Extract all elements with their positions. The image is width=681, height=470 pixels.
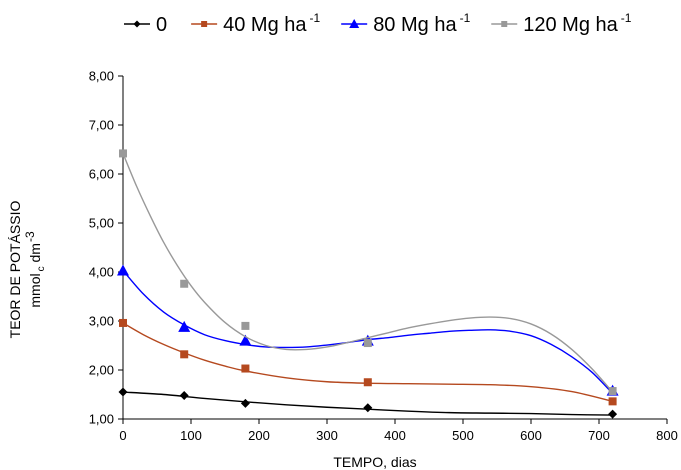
series-0-data-point — [240, 398, 250, 408]
y-tick-label: 1,00 — [89, 412, 114, 427]
series-3-data-point — [363, 339, 372, 348]
series-1-data-point — [363, 378, 372, 387]
y-tick-label: 6,00 — [89, 167, 114, 182]
x-tick-label: 0 — [119, 428, 126, 443]
series-0-data-point — [608, 409, 618, 419]
series-3-data-point — [608, 387, 617, 396]
series-1 — [119, 318, 617, 406]
legend-item-1: 40 Mg ha -1 — [191, 11, 321, 36]
series-0-data-point — [363, 403, 373, 413]
x-tick-label: 400 — [384, 428, 406, 443]
series-3-data-point — [180, 279, 189, 288]
x-tick-label: 200 — [248, 428, 270, 443]
x-tick-label: 600 — [520, 428, 542, 443]
legend-label: 80 Mg ha -1 — [373, 11, 470, 36]
series-1-trend-line — [122, 322, 613, 403]
series-3-trend-line — [122, 153, 614, 393]
series-2-trend-line — [122, 270, 614, 395]
legend-item-2: 80 Mg ha -1 — [341, 11, 471, 36]
series-1-data-point — [608, 397, 617, 406]
legend-label: 0 — [156, 14, 167, 36]
legend-marker — [201, 21, 208, 27]
series-2-data-point — [117, 264, 129, 276]
series-3-data-point — [241, 321, 250, 330]
legend-label: 120 Mg ha -1 — [523, 11, 632, 36]
legend: 0 40 Mg ha -1 80 Mg ha -1 120 Mg ha -1 — [124, 11, 632, 36]
legend-marker — [501, 21, 508, 27]
y-axis-title-line-2: mmolc dm-3 — [23, 231, 47, 308]
legend-item-0: 0 — [124, 14, 167, 36]
y-tick-label: 8,00 — [89, 69, 114, 84]
series-1-data-point — [241, 364, 250, 373]
y-tick-label: 7,00 — [89, 118, 114, 133]
series-2-data-point — [178, 320, 191, 332]
series-1-data-point — [119, 318, 127, 327]
plot-area: 1,00 2,00 3,00 4,00 5,00 6,00 7,00 8,00 0 100 200 3… — [89, 69, 678, 444]
y-tick-label: 4,00 — [89, 265, 114, 280]
x-tick-label: 500 — [452, 428, 474, 443]
series-0-data-point — [179, 390, 189, 400]
x-tick-label: 800 — [656, 428, 678, 443]
y-axis-title: TEOR DE POTÁSSIO mmolc dm-3 — [7, 201, 47, 339]
legend-marker — [349, 19, 360, 28]
legend-item-3: 120 Mg ha -1 — [491, 11, 632, 36]
y-tick-label: 2,00 — [89, 363, 114, 378]
legend-label: 40 Mg ha -1 — [223, 11, 320, 36]
series-0-data-point — [118, 387, 128, 397]
series-3-data-point — [119, 149, 127, 158]
x-tick-label: 700 — [588, 428, 610, 443]
series-0 — [118, 387, 618, 419]
x-tick-label: 300 — [316, 428, 338, 443]
x-tick-label: 100 — [180, 428, 202, 443]
y-tick-label: 3,00 — [89, 314, 114, 329]
legend-marker — [133, 20, 141, 28]
series-2-data-point — [239, 334, 252, 346]
series-3 — [119, 149, 617, 396]
series-1-data-point — [180, 350, 189, 359]
x-axis-title: TEMPO, dias — [333, 454, 416, 470]
y-axis-title-line-1: TEOR DE POTÁSSIO — [7, 201, 23, 339]
y-tick-label: 5,00 — [89, 216, 114, 231]
